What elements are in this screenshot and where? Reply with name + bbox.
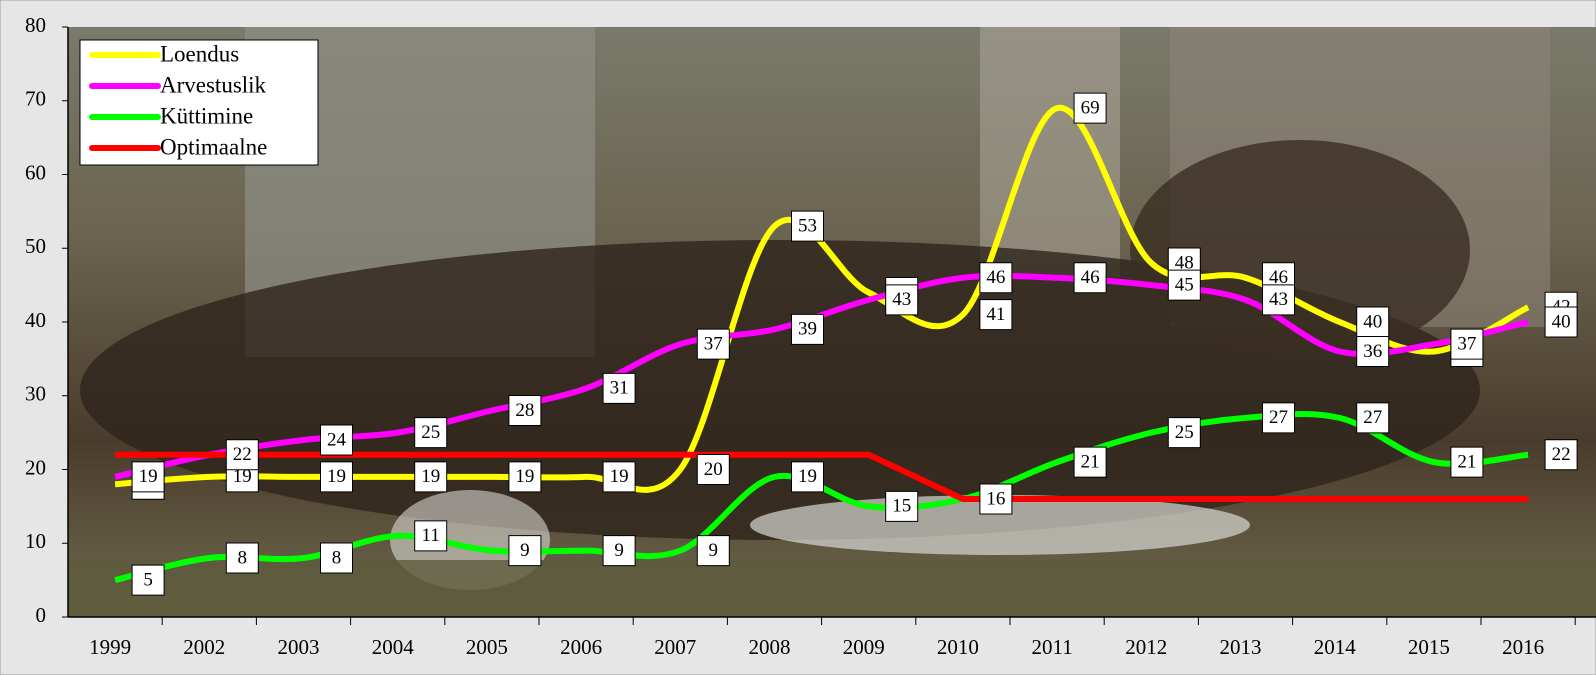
data-label: 39 [798, 319, 817, 340]
y-tick-label: 70 [25, 87, 46, 111]
data-label: 40 [1363, 311, 1382, 332]
data-label: 19 [139, 466, 158, 487]
x-tick-label: 2004 [372, 635, 415, 659]
data-label: 43 [892, 289, 911, 310]
data-label: 46 [986, 267, 1005, 288]
y-tick-label: 10 [25, 529, 46, 553]
x-tick-label: 2012 [1125, 635, 1167, 659]
data-label: 46 [1081, 267, 1100, 288]
data-label: 5 [143, 569, 153, 590]
data-label: 69 [1081, 97, 1100, 118]
data-label: 41 [986, 304, 1005, 325]
data-label: 22 [1552, 444, 1571, 465]
y-tick-label: 0 [36, 603, 47, 627]
data-label: 31 [610, 378, 629, 399]
x-tick-label: 2007 [654, 635, 696, 659]
y-tick-label: 50 [25, 234, 46, 258]
data-label: 25 [1175, 422, 1194, 443]
data-label: 19 [798, 466, 817, 487]
y-tick-label: 30 [25, 382, 46, 406]
x-tick-label: 2013 [1220, 635, 1262, 659]
x-tick-label: 2014 [1314, 635, 1357, 659]
x-tick-label: 1999 [89, 635, 131, 659]
data-label: 9 [614, 540, 624, 561]
data-label: 37 [1457, 333, 1476, 354]
data-label: 36 [1363, 341, 1382, 362]
y-tick-label: 40 [25, 308, 46, 332]
x-tick-label: 2008 [749, 635, 791, 659]
data-label: 40 [1552, 311, 1571, 332]
data-label: 27 [1269, 407, 1288, 428]
data-label: 11 [422, 525, 440, 546]
data-label: 20 [704, 459, 723, 480]
data-label: 37 [704, 333, 723, 354]
data-label: 22 [233, 444, 252, 465]
data-label: 27 [1363, 407, 1382, 428]
data-label: 15 [892, 496, 911, 517]
page: 1819191919192053444169484640364219222425… [0, 0, 1596, 675]
x-tick-label: 2015 [1408, 635, 1450, 659]
legend: Loendus Arvestuslik Küttimine Optimaalne [80, 40, 318, 165]
data-label: 28 [515, 400, 534, 421]
x-tick-label: 2009 [843, 635, 885, 659]
x-tick-label: 2010 [937, 635, 979, 659]
legend-label: Optimaalne [160, 134, 267, 159]
legend-label: Loendus [160, 41, 239, 66]
y-tick-label: 60 [25, 160, 46, 184]
data-label: 19 [610, 466, 629, 487]
data-label: 9 [709, 540, 719, 561]
chart: 1819191919192053444169484640364219222425… [0, 0, 1596, 675]
y-tick-label: 80 [25, 13, 46, 37]
y-tick-label: 20 [25, 455, 46, 479]
data-label: 43 [1269, 289, 1288, 310]
data-label: 16 [986, 488, 1005, 509]
legend-label: Arvestuslik [160, 72, 267, 97]
data-label: 19 [421, 466, 440, 487]
data-label: 8 [332, 547, 342, 568]
x-tick-label: 2002 [183, 635, 225, 659]
data-label: 19 [327, 466, 346, 487]
data-label: 21 [1081, 451, 1100, 472]
data-label: 53 [798, 215, 817, 236]
data-label: 21 [1457, 451, 1476, 472]
x-tick-label: 2005 [466, 635, 508, 659]
data-label: 19 [515, 466, 534, 487]
x-tick-label: 2003 [278, 635, 320, 659]
x-tick-label: 2016 [1502, 635, 1544, 659]
data-label: 24 [327, 429, 347, 450]
data-label: 25 [421, 422, 440, 443]
data-label: 45 [1175, 274, 1194, 295]
x-tick-label: 2011 [1031, 635, 1072, 659]
legend-label: Küttimine [160, 103, 253, 128]
data-label: 8 [238, 547, 248, 568]
data-label: 9 [520, 540, 530, 561]
x-tick-label: 2006 [560, 635, 602, 659]
